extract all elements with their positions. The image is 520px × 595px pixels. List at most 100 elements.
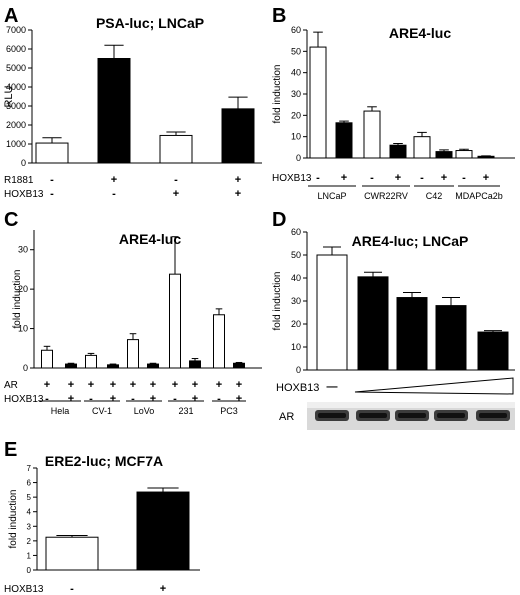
panel-letter-a: A: [4, 5, 18, 27]
hoxb13-minus-d: —: [327, 381, 338, 393]
panel-letter-c: C: [4, 209, 18, 231]
y-tick-label-a: 7000: [6, 25, 26, 35]
y-tick-label-d: 30: [291, 296, 301, 306]
condition-label-c: HOXB13: [4, 394, 44, 405]
chart-title-d: ARE4-luc; LNCaP: [352, 233, 469, 249]
western-blot-band-core: [398, 413, 426, 418]
y-axis-label-a: RLU: [3, 85, 15, 107]
chart-title-e: ERE2-luc; MCF7A: [45, 453, 163, 469]
y-tick-label-c: 30: [18, 245, 28, 255]
y-tick-label-e: 0: [27, 566, 32, 575]
panel-b: ARE4-luc 0 10 20 30 40 50 60 fold induction HOXB1…: [272, 25, 515, 201]
group-label-c: CV-1: [92, 406, 112, 416]
y-tick-label-d: 0: [296, 365, 301, 375]
bar-c: [213, 314, 225, 369]
y-tick-label-c: 10: [18, 324, 28, 334]
y-axis-label-d: fold induction: [272, 272, 283, 331]
bar-e: [45, 536, 99, 571]
panel-e: ERE2-luc; MCF7A 0 1 2 3 4 5 6 7 fold induction HOX…: [4, 453, 200, 595]
condition-mark-c: +: [88, 379, 94, 391]
y-tick-label-b: 30: [291, 89, 301, 99]
chart-title-a: PSA-luc; LNCaP: [96, 15, 204, 31]
bar-c: [65, 363, 77, 369]
condition-mark-c: +: [192, 393, 198, 405]
condition-mark-c: +: [110, 379, 116, 391]
bar-a: [159, 134, 193, 164]
bar-d: [316, 254, 348, 371]
group-label-c: LoVo: [134, 406, 155, 416]
condition-mark-a: +: [235, 188, 241, 200]
bar-a: [35, 142, 69, 164]
condition-label-c: AR: [4, 380, 18, 391]
condition-mark-a: -: [112, 188, 116, 200]
panel-letter-d: D: [272, 209, 286, 231]
y-tick-label-d: 50: [291, 250, 301, 260]
condition-mark-c: +: [236, 379, 242, 391]
y-tick-label-e: 1: [27, 551, 32, 560]
western-blot-edge: [307, 402, 515, 408]
bar-c: [147, 363, 159, 369]
bar-b: [309, 46, 327, 159]
condition-mark-e: +: [160, 583, 166, 595]
bar-e: [136, 491, 190, 571]
y-tick-label-b: 50: [291, 46, 301, 56]
condition-label-b: HOXB13: [272, 173, 312, 184]
bar-b: [413, 136, 431, 159]
panel-c: ARE4-luc 0 10 20 30 fold induction AR + + + + + + + + +…: [4, 230, 262, 416]
condition-label-a: R1881: [4, 175, 34, 186]
panel-letter-e: E: [4, 439, 17, 461]
condition-mark-c: -: [131, 393, 135, 405]
bar-c: [189, 360, 201, 369]
hoxb13-label-d: HOXB13: [276, 382, 319, 394]
condition-mark-c: +: [150, 379, 156, 391]
y-tick-label-a: 5000: [6, 63, 26, 73]
condition-mark-c: -: [45, 393, 49, 405]
condition-mark-b: -: [370, 172, 374, 184]
y-tick-label-a: 4000: [6, 82, 26, 92]
bar-b: [455, 150, 473, 159]
chart-title-b: ARE4-luc: [389, 25, 451, 41]
bar-c: [107, 364, 119, 369]
y-tick-label-e: 5: [27, 493, 32, 502]
bar-c: [85, 354, 97, 369]
bar-c: [233, 362, 245, 369]
condition-mark-a: -: [50, 188, 54, 200]
western-blot-band-core: [318, 413, 346, 418]
bar-b: [389, 144, 407, 159]
y-axis-label-b: fold induction: [272, 65, 283, 124]
bar-b: [435, 151, 453, 159]
condition-mark-b: -: [316, 172, 320, 184]
y-tick-label-c: 20: [18, 284, 28, 294]
y-tick-label-a: 0: [21, 158, 26, 168]
group-label-b: MDAPCa2b: [455, 191, 503, 201]
western-blot-band-core: [359, 413, 387, 418]
y-tick-label-a: 2000: [6, 120, 26, 130]
bar-b: [363, 110, 381, 159]
group-label-b: C42: [426, 191, 443, 201]
y-tick-label-b: 10: [291, 132, 301, 142]
condition-mark-c: +: [216, 379, 222, 391]
western-blot-band-core: [437, 413, 465, 418]
condition-mark-c: +: [68, 379, 74, 391]
condition-mark-a: -: [50, 174, 54, 186]
condition-mark-b: +: [483, 172, 489, 184]
y-tick-label-a: 3000: [6, 101, 26, 111]
y-tick-label-e: 4: [27, 508, 32, 517]
y-tick-label-a: 1000: [6, 139, 26, 149]
y-tick-label-e: 6: [27, 479, 32, 488]
y-tick-label-b: 40: [291, 68, 301, 78]
y-tick-label-d: 60: [291, 227, 301, 237]
y-tick-label-c: 0: [23, 363, 28, 373]
y-axis-label-e: fold induction: [8, 490, 19, 549]
condition-mark-a: -: [174, 174, 178, 186]
bar-c: [127, 339, 139, 369]
condition-mark-c: -: [217, 393, 221, 405]
y-tick-label-e: 2: [27, 537, 32, 546]
bar-d: [357, 276, 389, 371]
bar-a: [97, 58, 131, 164]
condition-mark-c: +: [236, 393, 242, 405]
chart-title-c: ARE4-luc: [119, 231, 181, 247]
y-tick-label-b: 60: [291, 25, 301, 35]
bar-c: [41, 349, 53, 369]
